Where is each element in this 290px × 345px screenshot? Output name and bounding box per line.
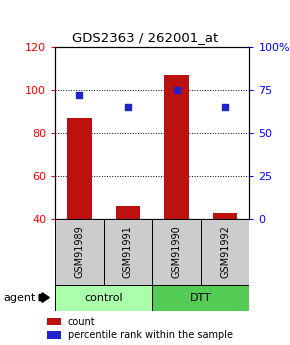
Point bbox=[223, 104, 227, 110]
Bar bbox=[152, 285, 249, 310]
Text: control: control bbox=[84, 293, 123, 303]
Bar bbox=[213, 213, 237, 219]
Point bbox=[77, 92, 82, 98]
Bar bbox=[67, 118, 92, 219]
Text: GSM91990: GSM91990 bbox=[172, 226, 182, 278]
Bar bbox=[47, 318, 61, 325]
Bar bbox=[152, 219, 201, 285]
Bar bbox=[55, 219, 104, 285]
Text: GSM91992: GSM91992 bbox=[220, 225, 230, 278]
Text: GSM91991: GSM91991 bbox=[123, 226, 133, 278]
Text: agent: agent bbox=[3, 293, 35, 303]
Bar bbox=[55, 285, 152, 310]
Text: DTT: DTT bbox=[190, 293, 212, 303]
Bar bbox=[164, 75, 189, 219]
Point bbox=[174, 87, 179, 92]
Text: GDS2363 / 262001_at: GDS2363 / 262001_at bbox=[72, 31, 218, 43]
Bar bbox=[201, 219, 249, 285]
Text: percentile rank within the sample: percentile rank within the sample bbox=[68, 330, 233, 340]
Text: GSM91989: GSM91989 bbox=[75, 226, 84, 278]
Point bbox=[126, 104, 130, 110]
Bar bbox=[104, 219, 152, 285]
Text: count: count bbox=[68, 317, 95, 327]
Bar bbox=[47, 331, 61, 339]
Bar bbox=[116, 206, 140, 219]
